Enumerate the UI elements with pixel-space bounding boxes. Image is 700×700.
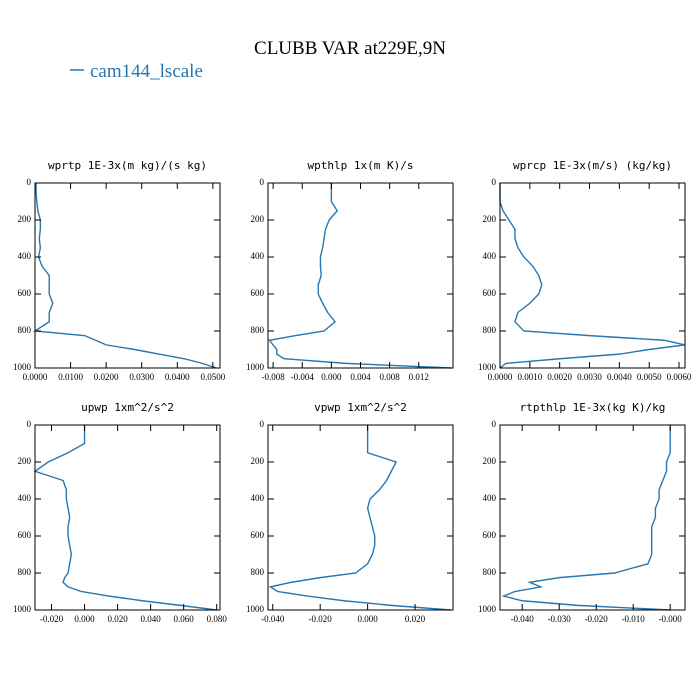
x-tick-label: 0.0000 xyxy=(23,372,48,382)
x-tick-label: 0.000 xyxy=(321,372,342,382)
figure-title: CLUBB VAR at229E,9N xyxy=(254,38,446,59)
x-tick-label: 0.0400 xyxy=(165,372,190,382)
y-tick-label: 1000 xyxy=(13,362,32,372)
data-line xyxy=(499,183,686,369)
x-tick-label: -0.010 xyxy=(622,614,646,624)
y-tick-label: 600 xyxy=(251,530,265,540)
x-tick-label: 0.0000 xyxy=(488,372,513,382)
plot-frame xyxy=(267,424,454,611)
y-tick-label: 400 xyxy=(251,251,265,261)
y-tick-label: 400 xyxy=(483,251,497,261)
x-tick-label: -0.040 xyxy=(261,614,285,624)
y-tick-label: 800 xyxy=(18,567,32,577)
y-tick-label: 0 xyxy=(260,177,265,187)
x-tick-label: -0.030 xyxy=(548,614,572,624)
y-tick-label: 600 xyxy=(483,530,497,540)
x-tick-label: 0.000 xyxy=(74,614,95,624)
data-line xyxy=(33,425,217,611)
y-tick-label: 600 xyxy=(483,288,497,298)
x-tick-label: 0.0040 xyxy=(607,372,632,382)
x-tick-label: 0.000 xyxy=(357,614,378,624)
y-tick-label: 800 xyxy=(483,567,497,577)
x-tick-label: 0.008 xyxy=(380,372,401,382)
panel-title: vpwp 1xm^2/s^2 xyxy=(314,401,407,414)
y-tick-label: 200 xyxy=(483,214,497,224)
plot-frame xyxy=(34,424,221,611)
y-tick-label: 1000 xyxy=(246,604,265,614)
x-tick-label: 0.0300 xyxy=(129,372,154,382)
x-tick-label: 0.0010 xyxy=(517,372,542,382)
x-tick-label: -0.004 xyxy=(291,372,315,382)
x-tick-label: 0.0030 xyxy=(577,372,602,382)
y-tick-label: 0 xyxy=(492,177,497,187)
y-tick-label: 200 xyxy=(251,456,265,466)
y-tick-label: 0 xyxy=(492,419,497,429)
y-tick-label: 1000 xyxy=(13,604,32,614)
y-tick-label: 400 xyxy=(483,493,497,503)
y-tick-label: 600 xyxy=(18,288,32,298)
x-tick-label: 0.0500 xyxy=(201,372,226,382)
legend-label: cam144_lscale xyxy=(90,61,203,82)
x-tick-label: 0.0060 xyxy=(667,372,692,382)
x-tick-label: 0.040 xyxy=(141,614,162,624)
plot-frame xyxy=(499,182,686,369)
panel-title: wprcp 1E-3x(m/s) (kg/kg) xyxy=(513,159,672,172)
y-tick-label: 800 xyxy=(483,325,497,335)
y-tick-label: 400 xyxy=(251,493,265,503)
y-tick-label: 400 xyxy=(18,493,32,503)
y-tick-label: 0 xyxy=(260,419,265,429)
y-tick-label: 0 xyxy=(27,177,32,187)
y-tick-label: 800 xyxy=(251,325,265,335)
x-tick-label: 0.080 xyxy=(207,614,228,624)
x-tick-label: 0.0050 xyxy=(637,372,662,382)
y-tick-label: 200 xyxy=(18,214,32,224)
y-tick-label: 800 xyxy=(18,325,32,335)
x-tick-label: -0.020 xyxy=(585,614,609,624)
x-tick-label: -0.040 xyxy=(511,614,535,624)
x-tick-label: -0.008 xyxy=(261,372,285,382)
plot-frame xyxy=(499,424,686,611)
y-tick-label: 400 xyxy=(18,251,32,261)
y-tick-label: 800 xyxy=(251,567,265,577)
y-tick-label: 600 xyxy=(251,288,265,298)
panel-title: upwp 1xm^2/s^2 xyxy=(81,401,174,414)
x-tick-label: -0.020 xyxy=(40,614,64,624)
data-line xyxy=(32,183,217,369)
x-tick-label: 0.020 xyxy=(405,614,426,624)
data-line xyxy=(501,425,671,611)
plot-frame xyxy=(267,182,454,369)
x-tick-label: 0.060 xyxy=(174,614,195,624)
y-tick-label: 0 xyxy=(27,419,32,429)
x-tick-label: -0.020 xyxy=(309,614,333,624)
x-tick-label: 0.0100 xyxy=(58,372,83,382)
y-tick-label: 600 xyxy=(18,530,32,540)
panel-title: rtpthlp 1E-3x(kg K)/kg xyxy=(520,401,666,414)
data-line xyxy=(268,183,452,369)
x-tick-label: 0.0020 xyxy=(547,372,572,382)
y-tick-label: 1000 xyxy=(478,362,497,372)
y-tick-label: 200 xyxy=(483,456,497,466)
x-tick-label: 0.012 xyxy=(409,372,429,382)
panel-title: wprtp 1E-3x(m kg)/(s kg) xyxy=(48,159,207,172)
y-tick-label: 1000 xyxy=(246,362,265,372)
x-tick-label: 0.020 xyxy=(107,614,128,624)
plot-frame xyxy=(34,182,221,369)
x-tick-label: 0.004 xyxy=(350,372,371,382)
y-tick-label: 1000 xyxy=(478,604,497,614)
panel-title: wpthlp 1x(m K)/s xyxy=(308,159,414,172)
y-tick-label: 200 xyxy=(251,214,265,224)
data-line xyxy=(268,425,451,611)
y-tick-label: 200 xyxy=(18,456,32,466)
x-tick-label: -0.000 xyxy=(659,614,683,624)
x-tick-label: 0.0200 xyxy=(94,372,119,382)
